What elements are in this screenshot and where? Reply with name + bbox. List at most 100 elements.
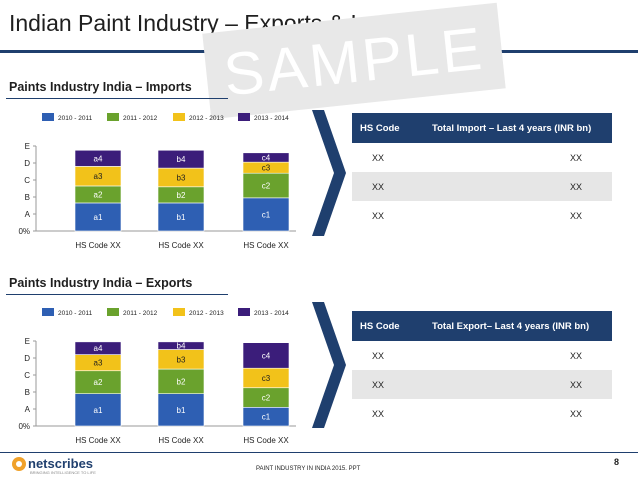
exports-data-label: a2 (94, 378, 103, 387)
exports-chart-svg: 2010 - 2011 2011 - 2012 2012 - 2013 2013 - … (18, 308, 296, 445)
logo-text: netscribes (28, 456, 94, 471)
imports-data-label: a2 (94, 190, 103, 199)
exports-data-label: c4 (262, 351, 271, 360)
imports-y-tick-label: 0% (18, 227, 30, 236)
table-cell: XX (570, 210, 583, 221)
imports-legend-label: 2011 - 2012 (123, 115, 158, 122)
imports-chart: 2010 - 2011 2011 - 2012 2012 - 2013 2013 - … (0, 106, 300, 261)
imports-legend-label: 2012 - 2013 (189, 115, 224, 122)
exports-data-label: b2 (177, 377, 186, 386)
exports-legend-swatch (107, 308, 119, 316)
watermark-text: SAMPLE (220, 14, 488, 108)
exports-table: HS Code Total Export– Last 4 years (INR … (352, 311, 612, 428)
exports-data-label: a1 (94, 406, 103, 415)
exports-bar-segment (242, 342, 290, 369)
exports-data-label: a3 (94, 359, 103, 368)
table-cell: XX (352, 172, 418, 201)
imports-category-label: HS Code XX (243, 241, 289, 250)
table-cell: XX (372, 408, 385, 419)
table-cell: XX (372, 350, 385, 361)
imports-bar-segment (157, 202, 205, 232)
exports-y-tick-label: 0% (18, 422, 30, 431)
table-row: XX XX (352, 143, 612, 172)
netscribes-logo: netscribes BRINGING INTELLIGENCE TO LIFE (12, 456, 96, 475)
imports-data-label: c3 (262, 164, 271, 173)
imports-header-hs-code: HS Code (352, 113, 418, 143)
exports-header-hs-code: HS Code (352, 311, 418, 341)
imports-data-label: c4 (262, 153, 271, 162)
table-cell: XX (418, 172, 612, 201)
exports-data-label: b1 (177, 406, 186, 415)
exports-data-label: b4 (177, 342, 186, 351)
imports-section-title: Paints Industry India – Imports (9, 80, 192, 94)
imports-bar-segment (242, 172, 290, 199)
imports-table: HS Code Total Import – Last 4 years (INR… (352, 113, 612, 230)
table-cell: XX (352, 370, 418, 399)
imports-data-label: c1 (262, 210, 271, 219)
table-row: XX XX (352, 370, 612, 399)
exports-y-tick-label: D (24, 354, 30, 363)
exports-legend-swatch (42, 308, 54, 316)
exports-bar-segment (74, 393, 122, 427)
table-cell: XX (570, 350, 583, 361)
imports-data-label: b3 (177, 173, 186, 182)
exports-arrow-icon (312, 302, 346, 428)
table-cell: XX (570, 152, 583, 163)
logo-mark-icon (12, 456, 26, 471)
imports-arrow-icon (312, 110, 346, 236)
exports-section-divider (6, 294, 228, 295)
footer-text: PAINT INDUSTRY IN INDIA 2015. PPT (256, 466, 361, 472)
imports-bar-segment (157, 149, 205, 169)
imports-y-tick-label: C (24, 176, 30, 185)
imports-data-label: b1 (177, 213, 186, 222)
table-row: XX XX (352, 341, 612, 370)
imports-bar-segment (242, 152, 290, 163)
exports-table-header: HS Code Total Export– Last 4 years (INR … (352, 311, 612, 341)
exports-category-label: HS Code XX (75, 436, 121, 445)
imports-chart-svg: 2010 - 2011 2011 - 2012 2012 - 2013 2013 - … (18, 113, 296, 250)
imports-bar-segment (74, 149, 122, 167)
imports-y-tick-label: E (25, 142, 30, 151)
table-cell: XX (372, 210, 385, 221)
logo-tagline: BRINGING INTELLIGENCE TO LIFE (30, 470, 96, 475)
table-row: XX XX (352, 172, 612, 201)
exports-y-tick-label: C (24, 371, 30, 380)
exports-data-label: a4 (94, 344, 103, 353)
imports-y-tick-label: D (24, 159, 30, 168)
imports-category-label: HS Code XX (158, 241, 204, 250)
imports-bar-segment (242, 197, 290, 232)
exports-legend-swatch (173, 308, 185, 316)
exports-y-tick-label: B (25, 388, 30, 397)
imports-header-total: Total Import – Last 4 years (INR bn) (418, 113, 612, 143)
exports-legend-label: 2010 - 2011 (58, 310, 93, 317)
exports-legend-label: 2012 - 2013 (189, 310, 224, 317)
exports-legend-swatch (238, 308, 250, 316)
exports-chart: 2010 - 2011 2011 - 2012 2012 - 2013 2013 - … (0, 301, 300, 456)
imports-legend-swatch (42, 113, 54, 121)
exports-data-label: c3 (262, 374, 271, 383)
table-row: XX XX (352, 201, 612, 230)
imports-data-label: a4 (94, 154, 103, 163)
exports-bar-segment (74, 341, 122, 355)
page-number: 8 (614, 457, 620, 467)
exports-y-tick-label: E (25, 337, 30, 346)
exports-legend-label: 2011 - 2012 (123, 310, 158, 317)
table-cell: XX (418, 370, 612, 399)
exports-bar-segment (157, 341, 205, 350)
table-cell: XX (372, 152, 385, 163)
exports-bar-segment (157, 393, 205, 427)
imports-bar-segment (74, 202, 122, 232)
imports-table-header: HS Code Total Import – Last 4 years (INR… (352, 113, 612, 143)
exports-legend-label: 2013 - 2014 (254, 310, 289, 317)
exports-data-label: b3 (177, 355, 186, 364)
imports-data-label: b4 (177, 155, 186, 164)
exports-category-label: HS Code XX (158, 436, 204, 445)
imports-legend-label: 2010 - 2011 (58, 115, 93, 122)
imports-legend-swatch (173, 113, 185, 121)
imports-y-tick-label: B (25, 193, 30, 202)
exports-data-label: c1 (262, 413, 271, 422)
imports-data-label: a1 (94, 213, 103, 222)
exports-data-label: c2 (262, 394, 271, 403)
imports-y-tick-label: A (25, 210, 31, 219)
imports-legend-swatch (238, 113, 250, 121)
